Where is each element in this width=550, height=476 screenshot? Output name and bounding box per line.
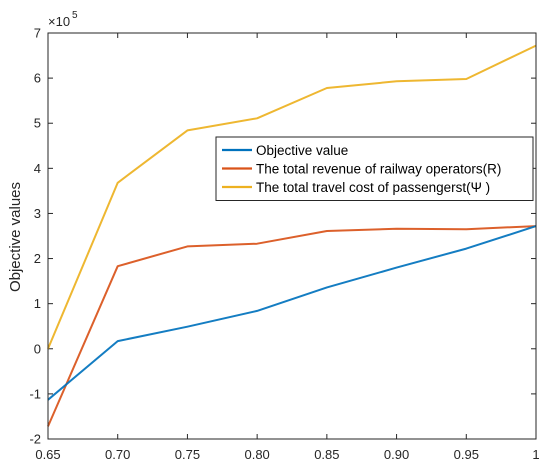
y-tick-label: 1 xyxy=(34,296,41,311)
x-tick-label: 0.80 xyxy=(244,447,269,462)
y-tick-label: 3 xyxy=(34,206,41,221)
series-lines xyxy=(47,44,537,427)
y-tick-label: 6 xyxy=(34,71,41,86)
x-tick-label: 0.95 xyxy=(454,447,479,462)
legend: Objective value The total revenue of rail… xyxy=(215,136,534,201)
axes-box xyxy=(47,32,537,440)
series-line-1 xyxy=(47,225,537,401)
legend-box xyxy=(215,136,534,201)
x-tick-label: 0.85 xyxy=(314,447,339,462)
x-tick-label: 0.90 xyxy=(384,447,409,462)
x-tick-label: 1 xyxy=(532,447,539,462)
x-tick-label: 0.65 xyxy=(35,447,60,462)
y-multiplier-exponent: 5 xyxy=(72,10,78,21)
y-tick-label: 4 xyxy=(34,161,41,176)
axes xyxy=(47,32,537,440)
y-tick-label: 2 xyxy=(34,251,41,266)
y-axis-label: Objective values xyxy=(7,182,24,292)
x-tick-label: 0.75 xyxy=(175,447,200,462)
x-tick-label: 0.70 xyxy=(105,447,130,462)
legend-entry: The total travel cost of passengerst(Ψ ) xyxy=(256,180,490,195)
y-multiplier-label: ×10 xyxy=(48,14,70,29)
plot-background xyxy=(48,33,536,439)
y-tick-label: 7 xyxy=(34,26,41,41)
y-tick-label: -2 xyxy=(29,432,41,447)
y-tick-label: 0 xyxy=(34,341,41,356)
series-line-2 xyxy=(47,225,537,427)
plot-area xyxy=(48,33,536,439)
y-tick-label: -1 xyxy=(29,386,41,401)
y-tick-label: 5 xyxy=(34,116,41,131)
legend-entry: The total revenue of railway operators(R… xyxy=(256,162,501,177)
legend-entry: Objective value xyxy=(256,143,348,158)
series-line-3 xyxy=(47,44,537,350)
